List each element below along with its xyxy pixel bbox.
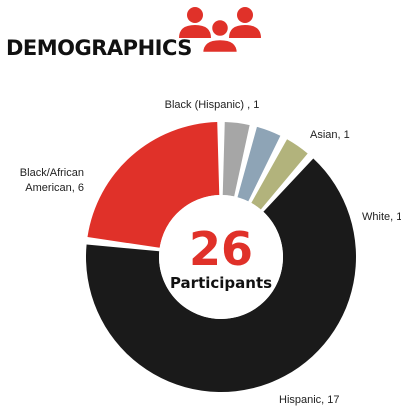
participant-count: 26 <box>189 222 253 276</box>
slice-labels: Black (Hispanic) , 1 Asian, 1 White, 1 Hisp… <box>20 99 401 406</box>
donut-hole <box>159 195 283 319</box>
slice-black-hispanic <box>222 122 250 197</box>
label-black-african-american: Black/African American, 6 <box>20 167 84 194</box>
donut-slices <box>86 122 356 393</box>
participant-label: Participants <box>170 274 272 292</box>
slice-black-african-american <box>87 122 220 248</box>
slice-hispanic <box>86 158 356 393</box>
slice-asian <box>237 126 281 202</box>
label-white: White, 1 <box>362 211 401 223</box>
label-black-hispanic: Black (Hispanic) , 1 <box>165 99 260 111</box>
slice-white <box>251 139 308 210</box>
people-group-icon <box>179 7 261 55</box>
label-asian: Asian, 1 <box>310 129 350 141</box>
label-hispanic: Hispanic, 17 <box>279 394 340 406</box>
page-title: DEMOGRAPHICS <box>6 36 192 60</box>
